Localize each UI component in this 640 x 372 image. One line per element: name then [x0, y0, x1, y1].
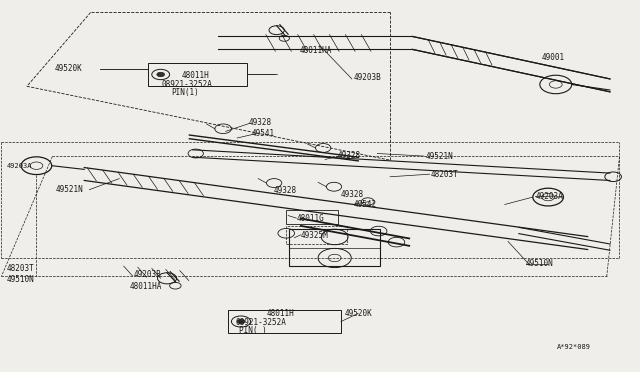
- Circle shape: [157, 72, 164, 77]
- Text: 49001: 49001: [541, 53, 565, 62]
- Text: 49520K: 49520K: [344, 309, 372, 318]
- Text: 48203T: 48203T: [431, 170, 459, 179]
- Text: 08921-3252A: 08921-3252A: [162, 80, 213, 89]
- Bar: [228, 310, 341, 333]
- Text: 49328: 49328: [248, 118, 272, 127]
- Text: 48011HA: 48011HA: [300, 46, 332, 55]
- Text: 49521N: 49521N: [56, 185, 83, 194]
- Circle shape: [237, 319, 245, 324]
- Bar: [148, 63, 246, 86]
- Text: 49328: 49328: [274, 186, 297, 195]
- Text: 49203A: 49203A: [536, 192, 563, 201]
- Text: 48011H: 48011H: [266, 309, 294, 318]
- Bar: [285, 226, 347, 244]
- Text: A*92*089: A*92*089: [557, 344, 591, 350]
- Text: 49203B: 49203B: [133, 270, 161, 279]
- Text: 49520K: 49520K: [54, 64, 82, 73]
- Text: 49510N: 49510N: [526, 259, 554, 268]
- Text: PIN(1): PIN(1): [171, 88, 198, 97]
- Text: PIN( ): PIN( ): [239, 326, 267, 335]
- Text: 49542: 49542: [353, 200, 376, 209]
- Text: 49510N: 49510N: [6, 275, 34, 283]
- Text: 49325M: 49325M: [300, 231, 328, 240]
- Text: 49203B: 49203B: [353, 73, 381, 82]
- Bar: [285, 210, 338, 224]
- Text: 49328: 49328: [341, 190, 364, 199]
- Text: 49521N: 49521N: [425, 152, 453, 161]
- Text: 48011HA: 48011HA: [130, 282, 163, 291]
- Text: 48203T: 48203T: [6, 264, 34, 273]
- Text: 48011H: 48011H: [182, 71, 209, 80]
- Text: 48011G: 48011G: [297, 214, 325, 223]
- Text: 49203A: 49203A: [6, 163, 32, 169]
- Text: 08921-3252A: 08921-3252A: [236, 318, 287, 327]
- Text: 49541: 49541: [252, 129, 275, 138]
- Text: 49328: 49328: [338, 151, 361, 160]
- Bar: [289, 229, 380, 266]
